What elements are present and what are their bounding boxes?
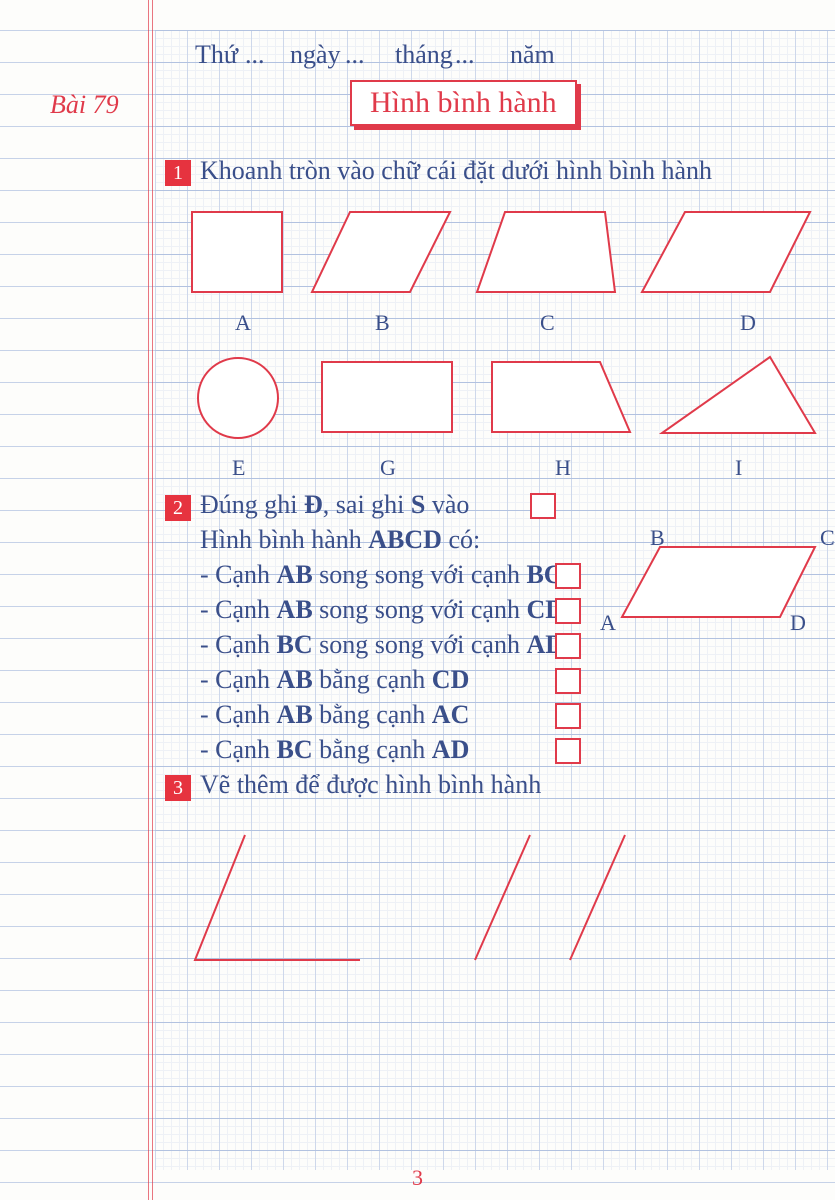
q2-item-1: - Cạnh AB song song với cạnh CD	[200, 595, 564, 625]
q2-checkbox-1[interactable]	[555, 598, 581, 624]
vertex-a: A	[600, 610, 616, 636]
q2-item-0: - Cạnh AB song song với cạnh BC	[200, 560, 563, 590]
label-c: C	[540, 310, 555, 336]
label-h: H	[555, 455, 571, 481]
label-i: I	[735, 455, 742, 481]
shape-triangle-i	[660, 355, 820, 440]
q2-checkbox-demo[interactable]	[530, 493, 556, 519]
vertex-d: D	[790, 610, 806, 636]
q2-checkbox-3[interactable]	[555, 668, 581, 694]
shape-rect-g	[320, 360, 460, 440]
label-a: A	[235, 310, 251, 336]
date-ngay: ngày	[290, 40, 341, 70]
date-thu: Thứ	[195, 40, 238, 70]
q3-number: 3	[165, 775, 191, 801]
q2-checkbox-5[interactable]	[555, 738, 581, 764]
shape-parallelogram-d	[640, 210, 820, 300]
q2-item-4: - Cạnh AB bằng cạnh AC	[200, 700, 469, 730]
partial-shape-right	[470, 830, 630, 970]
shape-square-a	[190, 210, 290, 300]
q2-checkbox-0[interactable]	[555, 563, 581, 589]
q3-text: Vẽ thêm để được hình bình hành	[200, 770, 541, 800]
label-d: D	[740, 310, 756, 336]
q1-text: Khoanh tròn vào chữ cái đặt dưới hình bì…	[200, 156, 712, 186]
shape-trapezoid-c	[475, 210, 625, 300]
q2-item-3: - Cạnh AB bằng cạnh CD	[200, 665, 469, 695]
label-g: G	[380, 455, 396, 481]
q2-checkbox-2[interactable]	[555, 633, 581, 659]
q1-number: 1	[165, 160, 191, 186]
shape-trapezoid-h	[490, 360, 640, 440]
lesson-label: Bài 79	[50, 90, 119, 120]
vertex-c: C	[820, 525, 835, 551]
q2-instruction: Đúng ghi Đ, sai ghi S vào	[200, 490, 469, 520]
label-b: B	[375, 310, 390, 336]
page-number: 3	[412, 1165, 423, 1191]
q2-header: Hình bình hành ABCD có:	[200, 525, 480, 555]
title-box: Hình bình hành	[350, 80, 577, 126]
shape-parallelogram-b	[310, 210, 460, 300]
shape-circle-e	[195, 355, 285, 445]
q2-checkbox-4[interactable]	[555, 703, 581, 729]
q2-number: 2	[165, 495, 191, 521]
q2-item-5: - Cạnh BC bằng cạnh AD	[200, 735, 469, 765]
q2-item-2: - Cạnh BC song song với cạnh AD	[200, 630, 564, 660]
date-dots1: ...	[245, 40, 265, 70]
partial-shape-left	[190, 830, 370, 970]
date-dots3: ...	[455, 40, 475, 70]
vertex-b: B	[650, 525, 665, 551]
title-text: Hình bình hành	[370, 86, 557, 119]
date-nam: năm	[510, 40, 555, 70]
date-dots2: ...	[345, 40, 365, 70]
label-e: E	[232, 455, 245, 481]
date-thang: tháng	[395, 40, 453, 70]
